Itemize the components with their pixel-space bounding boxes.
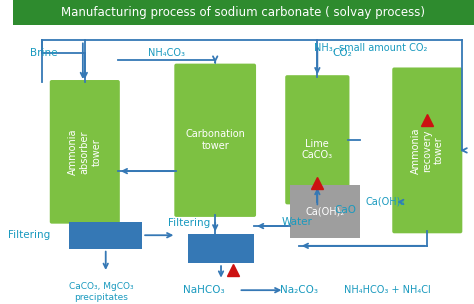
Text: CO₂: CO₂ (332, 48, 352, 58)
FancyBboxPatch shape (392, 67, 462, 233)
Text: Ammonia
absorber
tower: Ammonia absorber tower (68, 129, 101, 175)
Text: CaCO₃, MgCO₃
precipitates: CaCO₃, MgCO₃ precipitates (69, 282, 133, 302)
Text: NH₃, small amount CO₂: NH₃, small amount CO₂ (314, 43, 428, 53)
Bar (290, 185, 360, 238)
FancyBboxPatch shape (174, 64, 256, 217)
Bar (188, 234, 254, 263)
Text: Water: Water (282, 217, 312, 227)
Text: NH₄HCO₃ + NH₄Cl: NH₄HCO₃ + NH₄Cl (344, 285, 430, 295)
FancyBboxPatch shape (50, 80, 120, 224)
Text: Lime
CaCO₃: Lime CaCO₃ (302, 139, 333, 160)
Text: Manufacturing process of sodium carbonate ( solvay process): Manufacturing process of sodium carbonat… (62, 6, 425, 19)
FancyBboxPatch shape (285, 75, 349, 204)
Text: Ca(OH)₂: Ca(OH)₂ (306, 207, 345, 217)
Bar (13, 0, 474, 25)
Text: NH₄CO₃: NH₄CO₃ (148, 48, 185, 58)
Bar (69, 222, 142, 249)
Text: Filtering: Filtering (8, 230, 50, 240)
Text: Ca(OH)₂: Ca(OH)₂ (365, 197, 404, 207)
Text: Na₂CO₃: Na₂CO₃ (280, 285, 318, 295)
Text: CaO: CaO (335, 205, 357, 215)
Text: Ammonia
recovery
tower: Ammonia recovery tower (410, 127, 444, 174)
Text: Filtering: Filtering (168, 218, 210, 228)
Text: NaHCO₃: NaHCO₃ (182, 285, 224, 295)
Text: Carbonation
tower: Carbonation tower (185, 130, 245, 151)
Text: Brine: Brine (30, 48, 58, 58)
